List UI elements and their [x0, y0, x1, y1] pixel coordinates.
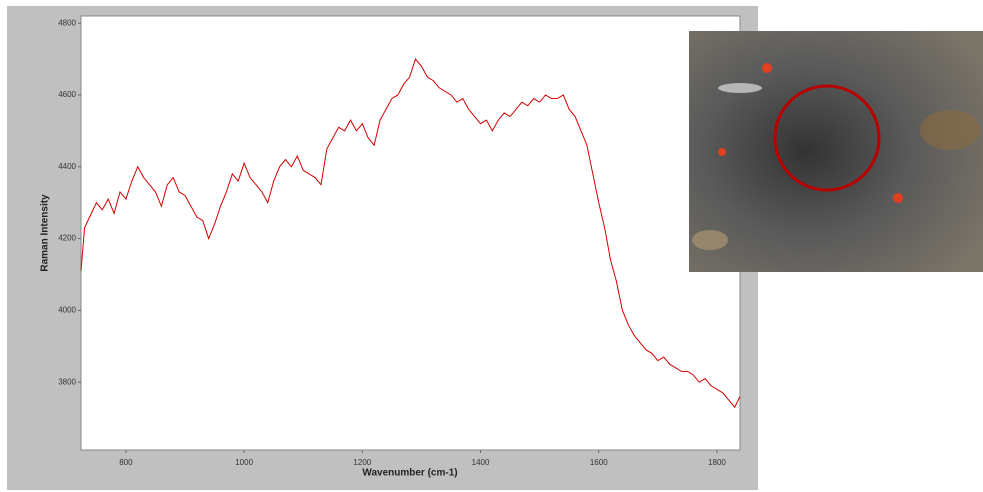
photo-spot	[762, 63, 772, 73]
x-tick-label: 1200	[353, 458, 371, 467]
y-tick-label: 4800	[58, 18, 76, 27]
x-tick-label: 800	[119, 458, 133, 467]
y-tick-label: 4200	[58, 234, 76, 243]
x-tick-label: 1000	[235, 458, 253, 467]
plot-area	[80, 15, 741, 451]
y-tick-label: 3800	[58, 377, 76, 386]
photo-circle	[773, 84, 881, 192]
photo	[689, 31, 983, 272]
photo-spot	[920, 110, 980, 150]
x-tick-label: 1800	[708, 458, 726, 467]
photo-spot	[692, 230, 728, 250]
x-tick-label: 1400	[472, 458, 490, 467]
photo-spot	[718, 148, 726, 156]
spectrum-line	[80, 58, 741, 409]
y-axis-title: Raman Intensity	[40, 194, 51, 272]
photo-spot	[893, 193, 903, 203]
photo-spot	[718, 83, 762, 93]
x-tick-label: 1600	[590, 458, 608, 467]
x-axis-title: Wavenumber (cm-1)	[362, 468, 457, 479]
y-tick-label: 4600	[58, 90, 76, 99]
y-tick-label: 4400	[58, 162, 76, 171]
y-tick-label: 4000	[58, 305, 76, 314]
sample-photo	[689, 31, 983, 272]
